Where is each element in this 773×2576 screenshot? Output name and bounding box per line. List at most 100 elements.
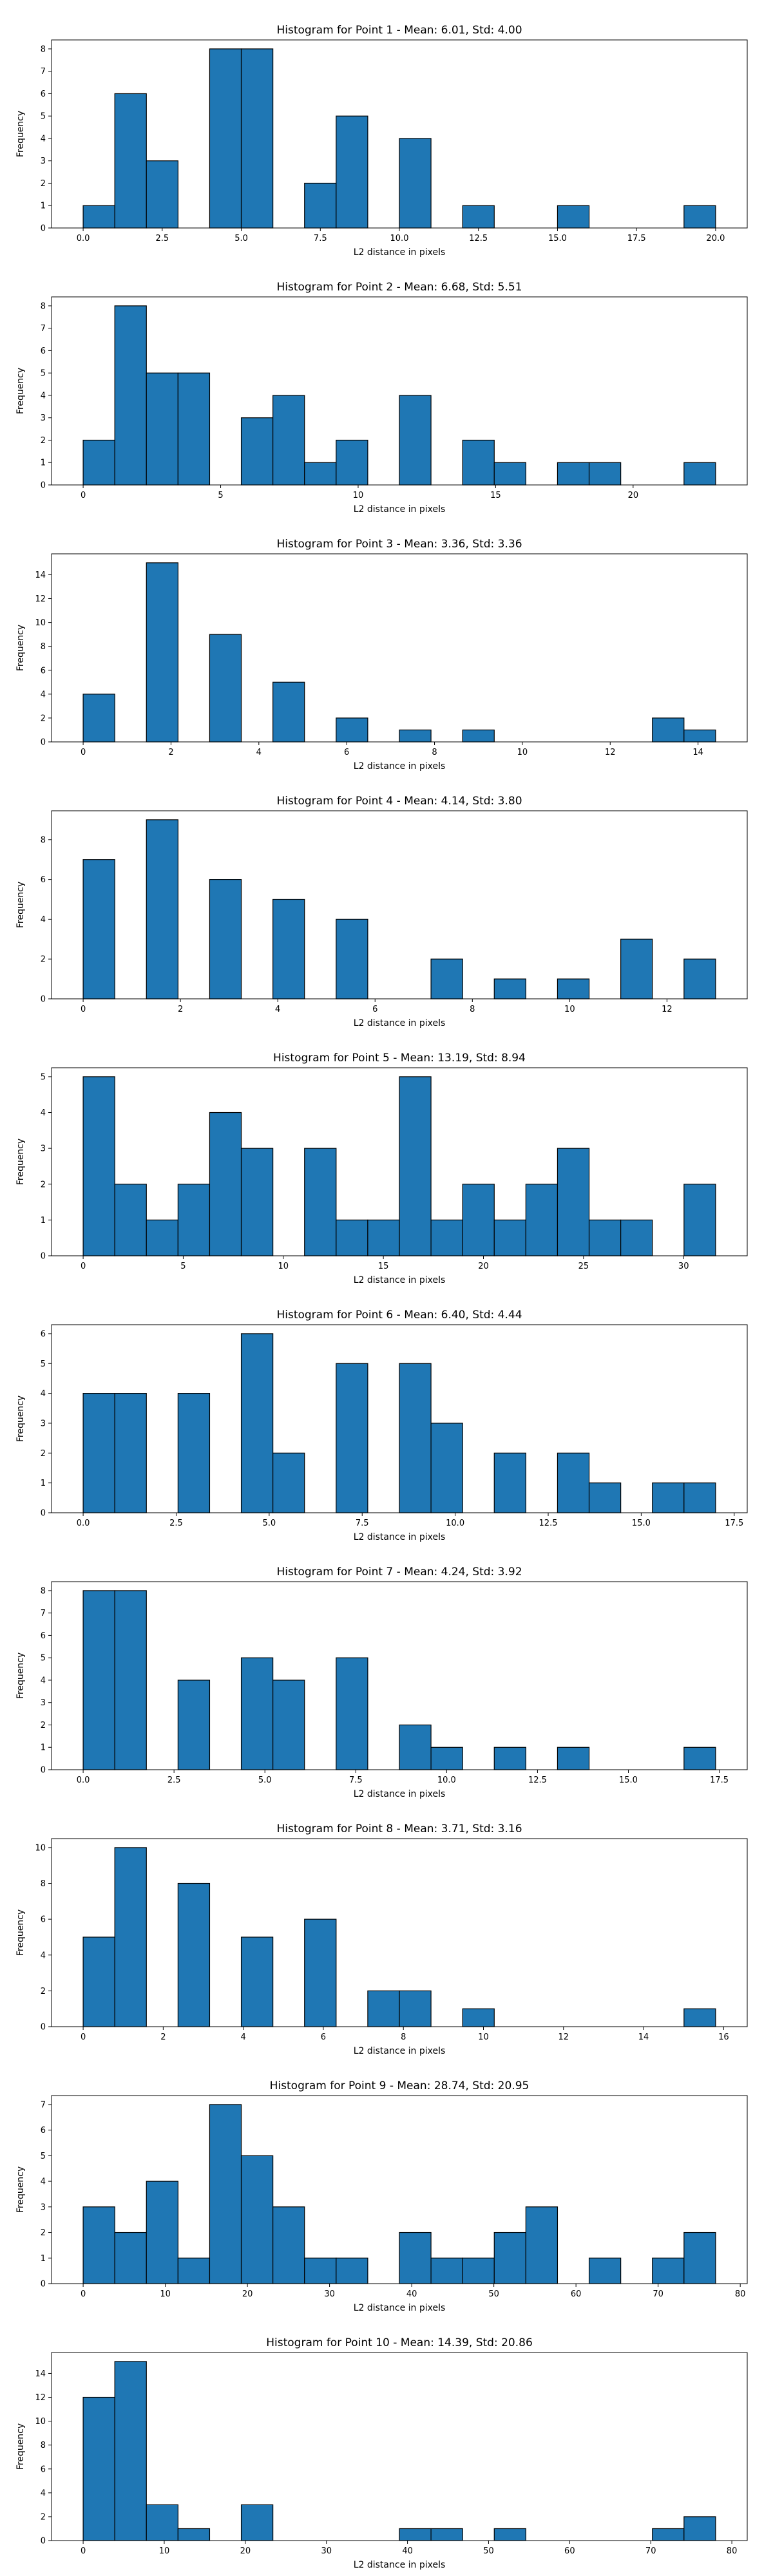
bars — [82, 48, 716, 229]
y-tick-label: 6 — [41, 666, 46, 676]
bars — [82, 305, 716, 486]
y-tick-label: 8 — [41, 642, 46, 652]
x-tick-label: 15.0 — [619, 1776, 638, 1785]
chart-title: Histogram for Point 7 - Mean: 4.24, Std:… — [276, 1566, 522, 1578]
histogram-bar — [399, 2231, 432, 2284]
y-tick-label: 10 — [35, 618, 46, 628]
axes-frame — [51, 1324, 748, 1513]
histogram-bar — [177, 1393, 211, 1513]
x-tick-label: 2.5 — [169, 1519, 183, 1528]
histogram-bar — [652, 1482, 685, 1513]
y-tick-label: 4 — [41, 134, 46, 144]
histogram-bar — [588, 462, 622, 486]
y-tick-label: 2 — [41, 1721, 46, 1730]
histogram-bar — [146, 372, 178, 486]
x-tick-label: 8 — [432, 748, 437, 757]
histogram-bar — [146, 2504, 178, 2541]
x-tick-label: 2.5 — [167, 1776, 181, 1785]
axes-frame — [51, 553, 748, 743]
axes-frame — [51, 810, 748, 999]
x-tick-label: 20 — [240, 2546, 251, 2556]
histogram-bar — [430, 2528, 463, 2541]
histogram-bar — [304, 182, 337, 229]
x-tick-label: 8 — [401, 2032, 406, 2042]
histogram-bar — [399, 1076, 432, 1256]
bars — [82, 1076, 716, 1256]
histogram-bar — [652, 2257, 685, 2284]
chart-title: Histogram for Point 6 - Mean: 6.40, Std:… — [276, 1309, 522, 1321]
histogram-bar — [336, 918, 368, 999]
y-tick-label: 3 — [41, 1144, 46, 1154]
y-tick-label: 6 — [41, 2465, 46, 2474]
histogram-bar — [146, 1219, 178, 1256]
histogram-panel-2: Histogram for Point 2 - Mean: 6.68, Std:… — [15, 281, 748, 515]
histogram-bar — [114, 93, 147, 229]
histogram-bar — [240, 1657, 274, 1770]
y-tick-label: 5 — [41, 1359, 46, 1369]
y-tick-label: 5 — [41, 1654, 46, 1663]
chart-title: Histogram for Point 8 - Mean: 3.71, Std:… — [276, 1823, 522, 1835]
histogram-bar — [557, 462, 590, 486]
y-axis-label: Frequency — [15, 882, 26, 928]
histogram-bar — [146, 819, 178, 999]
histogram-bar — [177, 1680, 211, 1770]
x-tick-label: 2 — [168, 748, 173, 757]
y-tick-label: 0 — [41, 224, 46, 234]
y-tick-label: 4 — [41, 2177, 46, 2187]
x-tick-label: 12 — [605, 748, 616, 757]
histogram-bar — [493, 978, 526, 999]
y-tick-label: 1 — [41, 202, 46, 211]
y-tick-label: 8 — [41, 1879, 46, 1889]
x-tick-label: 40 — [402, 2546, 413, 2556]
histogram-bar — [430, 2257, 463, 2284]
x-tick-label: 50 — [483, 2546, 494, 2556]
y-tick-label: 3 — [41, 1698, 46, 1708]
y-axis-label: Frequency — [15, 1139, 26, 1185]
histogram-bar — [82, 2396, 115, 2541]
x-tick-label: 10.0 — [437, 1776, 456, 1785]
histogram-bar — [82, 694, 115, 743]
histogram-bar — [683, 2516, 716, 2541]
x-tick-label: 4 — [256, 748, 262, 757]
histogram-bar — [114, 2231, 147, 2284]
x-tick-label: 50 — [488, 2289, 499, 2299]
y-tick-label: 8 — [41, 44, 46, 54]
histogram-panel-9: Histogram for Point 9 - Mean: 28.74, Std… — [15, 2079, 748, 2313]
x-tick-label: 0 — [81, 748, 86, 757]
x-tick-label: 5 — [180, 1262, 186, 1271]
histogram-bar — [557, 1148, 590, 1256]
x-tick-label: 15 — [490, 491, 501, 500]
x-tick-label: 10.0 — [446, 1519, 464, 1528]
histogram-bar — [177, 372, 211, 486]
histogram-bar — [240, 2504, 274, 2541]
bars — [82, 1590, 716, 1770]
y-tick-label: 2 — [41, 2512, 46, 2522]
y-axis-label: Frequency — [15, 625, 26, 671]
histogram-bar — [399, 138, 432, 229]
y-tick-label: 8 — [41, 2441, 46, 2450]
x-tick-label: 6 — [321, 2032, 326, 2042]
histogram-bar — [683, 205, 716, 229]
histogram-bar — [272, 395, 305, 486]
x-tick-label: 0.0 — [77, 234, 90, 243]
y-axis-label: Frequency — [15, 2423, 26, 2470]
x-tick-label: 15.0 — [548, 234, 567, 243]
histogram-bar — [336, 1363, 368, 1513]
histogram-bar — [146, 160, 178, 229]
x-tick-label: 20 — [628, 491, 639, 500]
histogram-panel-10: Histogram for Point 10 - Mean: 14.39, St… — [15, 2336, 748, 2570]
x-tick-label: 2.5 — [155, 234, 169, 243]
histogram-bar — [525, 2206, 558, 2284]
histogram-bar — [304, 462, 337, 486]
x-tick-label: 6 — [344, 748, 349, 757]
histogram-bar — [588, 1482, 622, 1513]
histogram-bar — [114, 2361, 147, 2541]
x-axis-label: L2 distance in pixels — [354, 761, 446, 772]
y-tick-label: 2 — [41, 179, 46, 189]
histogram-bar — [557, 205, 590, 229]
y-tick-label: 7 — [41, 324, 46, 334]
histogram-panel-4: Histogram for Point 4 - Mean: 4.14, Std:… — [15, 795, 748, 1028]
x-tick-label: 12 — [662, 1005, 673, 1014]
histogram-bar — [683, 2231, 716, 2284]
